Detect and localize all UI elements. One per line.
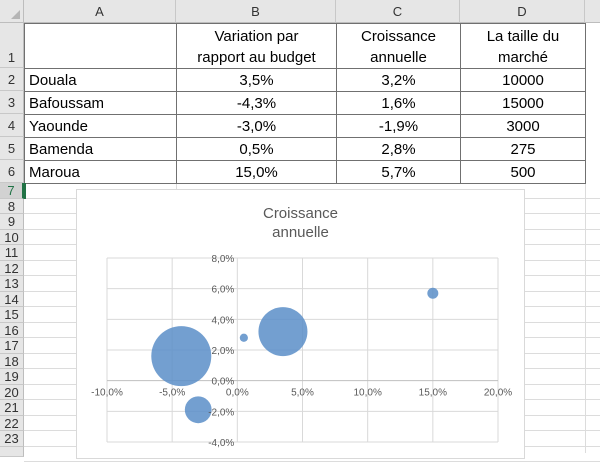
column-header-a[interactable]: A [24,0,176,23]
cell-city[interactable]: Yaounde [24,114,177,138]
gridline [585,183,586,453]
bubble-maroua[interactable] [427,287,439,299]
row-header-19[interactable]: 19 [0,369,24,385]
row-header-13[interactable]: 13 [0,276,24,292]
cell-croissance[interactable]: 1,6% [336,91,461,115]
cell-croissance[interactable]: 3,2% [336,68,461,92]
y-tick-label: -2,0% [208,407,234,418]
table-row: Yaounde -3,0% -1,9% 3000 [24,114,586,138]
table-row: Douala 3,5% 3,2% 10000 [24,68,586,92]
header-taille-line2: marché [497,49,549,66]
cell-taille[interactable]: 275 [460,137,586,161]
x-tick-label: 15,0% [419,388,447,399]
x-tick-label: 5,0% [291,388,314,399]
row-header-14[interactable]: 14 [0,291,24,307]
select-all-button[interactable] [0,0,24,23]
cell-city[interactable]: Bafoussam [24,91,177,115]
row-header-4[interactable]: 4 [0,114,24,137]
row-header-2[interactable]: 2 [0,68,24,91]
header-variation-line2: rapport au budget [197,49,316,66]
bubble-yaounde[interactable] [184,396,212,424]
row-header-22[interactable]: 22 [0,415,24,431]
row-header-16[interactable]: 16 [0,322,24,338]
cell-variation[interactable]: 3,5% [176,68,337,92]
bubble-chart[interactable]: Croissance annuelle -10,0% -5,0% 0,0% 5,0% 1… [76,189,525,459]
cell-c1[interactable]: Croissance annuelle [336,23,461,69]
header-croissance-line2: annuelle [370,49,427,66]
plot-area: -10,0% -5,0% 0,0% 5,0% 10,0% 15,0% 20,0% 8,0% 6… [91,254,512,449]
cell-variation[interactable]: -3,0% [176,114,337,138]
bubble-douala[interactable] [258,307,308,357]
table-row: Maroua 15,0% 5,7% 500 [24,160,586,184]
column-header-b[interactable]: B [176,0,336,23]
header-taille-line1: La taille du [486,28,560,45]
row-header-11[interactable]: 11 [0,245,24,261]
header-variation-line1: Variation par [214,28,299,45]
cell-taille[interactable]: 10000 [460,68,586,92]
data-table: Variation par rapport au budget Croissanc… [24,23,586,184]
column-header-e[interactable] [585,0,600,23]
cell-croissance[interactable]: 2,8% [336,137,461,161]
cell-variation[interactable]: 0,5% [176,137,337,161]
row-header-21[interactable]: 21 [0,400,24,416]
cell-taille[interactable]: 3000 [460,114,586,138]
row-header-7[interactable]: 7 [0,183,24,199]
cell-croissance[interactable]: -1,9% [336,114,461,138]
cell-b1[interactable]: Variation par rapport au budget [176,23,337,69]
x-tick-label: 10,0% [353,388,381,399]
cell-city[interactable]: Douala [24,68,177,92]
y-tick-label: -4,0% [208,438,234,449]
row-header-24[interactable] [0,446,24,457]
chart-title-line2: annuelle [272,224,329,241]
y-tick-label: 4,0% [212,315,235,326]
cell-city[interactable]: Maroua [24,160,177,184]
row-header-5[interactable]: 5 [0,137,24,160]
row-header-17[interactable]: 17 [0,338,24,354]
cell-variation[interactable]: 15,0% [176,160,337,184]
row-header-9[interactable]: 9 [0,214,24,230]
bubble-bafoussam[interactable] [151,326,212,387]
cell-d1[interactable]: La taille du marché [460,23,586,69]
row-header-8[interactable]: 8 [0,198,24,214]
chart-title[interactable]: Croissance annuelle [77,204,524,242]
table-row: Bafoussam -4,3% 1,6% 15000 [24,91,586,115]
column-header-d[interactable]: D [460,0,585,23]
y-tick-label: 0,0% [212,377,235,388]
table-row: Bamenda 0,5% 2,8% 275 [24,137,586,161]
cell-variation[interactable]: -4,3% [176,91,337,115]
row-header-3[interactable]: 3 [0,91,24,114]
row-header-18[interactable]: 18 [0,353,24,369]
x-tick-label: -10,0% [91,388,123,399]
row-header-15[interactable]: 15 [0,307,24,323]
bubble-bamenda[interactable] [239,333,248,342]
y-tick-label: 8,0% [212,254,235,265]
row-header-1[interactable]: 1 [0,23,24,68]
header-croissance-line1: Croissance [360,28,437,45]
column-header-c[interactable]: C [336,0,460,23]
selected-cell-a7[interactable] [24,183,176,199]
cell-a1[interactable] [24,23,177,69]
x-tick-label: 0,0% [226,388,249,399]
row-header-23[interactable]: 23 [0,431,24,447]
cell-taille[interactable]: 15000 [460,91,586,115]
cell-taille[interactable]: 500 [460,160,586,184]
row-header-10[interactable]: 10 [0,229,24,245]
y-tick-label: 2,0% [212,346,235,357]
cell-city[interactable]: Bamenda [24,137,177,161]
y-tick-label: 6,0% [212,285,235,296]
x-tick-label: 20,0% [484,388,512,399]
header-row: Variation par rapport au budget Croissanc… [24,23,586,69]
cell-croissance[interactable]: 5,7% [336,160,461,184]
row-header-6[interactable]: 6 [0,160,24,183]
chart-title-line1: Croissance [262,205,339,222]
x-tick-label: -5,0% [159,388,185,399]
row-header-12[interactable]: 12 [0,260,24,276]
row-header-20[interactable]: 20 [0,384,24,400]
